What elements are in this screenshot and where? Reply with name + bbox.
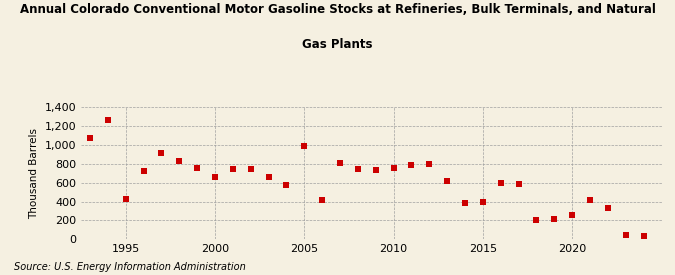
Point (549, 217, 560, 222)
Point (192, 165, 202, 170)
Point (317, 197, 327, 202)
Point (371, 168, 381, 173)
Point (603, 206, 614, 210)
Text: Gas Plants: Gas Plants (302, 39, 373, 51)
Point (352, 167, 363, 172)
Point (460, 201, 470, 206)
Point (120, 197, 131, 201)
Point (299, 144, 310, 148)
Point (406, 163, 417, 167)
Text: Annual Colorado Conventional Motor Gasoline Stocks at Refineries, Bulk Terminals: Annual Colorado Conventional Motor Gasol… (20, 3, 655, 16)
Y-axis label: Thousand Barrels: Thousand Barrels (29, 128, 39, 219)
Text: Source: U.S. Energy Information Administration: Source: U.S. Energy Information Administ… (14, 262, 245, 272)
Point (245, 167, 256, 172)
Point (639, 234, 649, 239)
Point (335, 161, 346, 165)
Point (281, 182, 292, 187)
Point (424, 162, 435, 166)
Point (156, 150, 167, 155)
Point (388, 165, 399, 170)
Point (138, 169, 149, 174)
Point (103, 118, 113, 123)
Point (531, 218, 542, 222)
Point (209, 175, 220, 179)
Point (84, 136, 95, 141)
Point (567, 213, 578, 217)
Point (477, 200, 488, 205)
Point (263, 175, 274, 179)
Point (513, 182, 524, 186)
Point (227, 166, 238, 171)
Point (585, 197, 595, 202)
Point (441, 178, 452, 183)
Point (174, 159, 185, 163)
Point (620, 232, 631, 237)
Point (495, 180, 506, 185)
